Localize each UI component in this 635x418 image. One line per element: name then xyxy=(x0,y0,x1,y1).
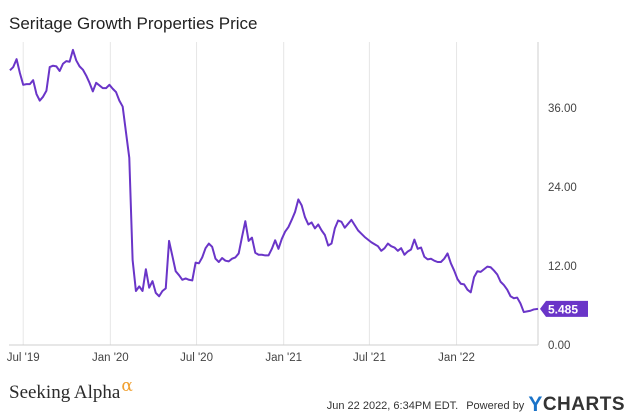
powered-by-label: Powered by xyxy=(466,400,525,412)
x-tick-label: Jul '21 xyxy=(353,352,386,364)
seeking-alpha-logo: Seeking Alphaα xyxy=(9,376,133,404)
ycharts-y-icon: Y xyxy=(528,393,543,416)
ycharts-logo[interactable]: Y CHARTS xyxy=(528,393,625,417)
tick-labels: Jul '19 Jan '20 Jul '20 Jan '21 Jul '21 Jan '… xyxy=(7,103,577,364)
last-value-label-text: 5.485 xyxy=(548,302,578,316)
price-series-line xyxy=(9,48,539,314)
y-tick-label: 24.00 xyxy=(548,182,577,194)
y-tick-label: 0.00 xyxy=(548,340,570,352)
last-value-label: 5.485 xyxy=(540,300,588,317)
last-value-label-bg xyxy=(540,300,588,317)
gridlines xyxy=(22,42,458,345)
x-tick-label: Jan '21 xyxy=(265,352,302,364)
y-tick-label: 36.00 xyxy=(548,103,577,115)
seeking-alpha-brand-text: Seeking Alpha xyxy=(9,382,121,403)
axes xyxy=(9,42,539,346)
x-tick-label: Jan '22 xyxy=(438,352,475,364)
footer-credits: Jun 22 2022, 6:34PM EDT. Powered by Y CHA… xyxy=(326,393,625,418)
x-tick-label: Jan '20 xyxy=(92,352,129,364)
x-tick-label: Jul '20 xyxy=(180,352,213,364)
alpha-icon: α xyxy=(121,376,133,396)
chart-title: Seritage Growth Properties Price xyxy=(9,14,258,33)
timestamp: Jun 22 2022, 6:34PM EDT. xyxy=(326,400,459,412)
y-tick-label: 12.00 xyxy=(548,261,577,273)
ycharts-wordmark: CHARTS xyxy=(542,394,625,415)
chart-canvas: Jul '19 Jan '20 Jul '20 Jan '21 Jul '21 Jan '… xyxy=(7,42,588,364)
series-layer xyxy=(9,48,539,314)
x-tick-label: Jul '19 xyxy=(7,352,40,364)
